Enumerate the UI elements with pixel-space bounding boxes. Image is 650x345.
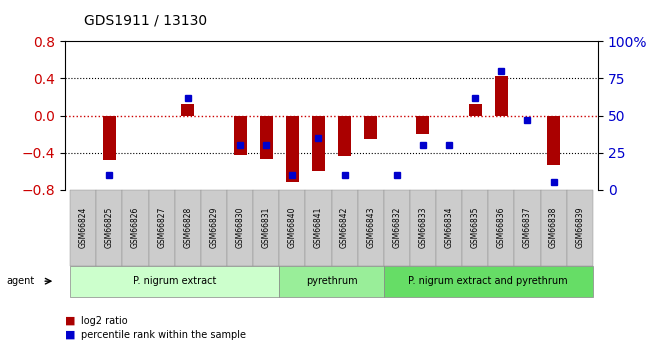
Bar <box>286 116 299 182</box>
Text: GSM66836: GSM66836 <box>497 207 506 248</box>
Text: agent: agent <box>6 276 34 286</box>
Text: GDS1911 / 13130: GDS1911 / 13130 <box>84 14 207 28</box>
Text: GSM66837: GSM66837 <box>523 207 532 248</box>
Bar <box>547 116 560 165</box>
Bar <box>469 104 482 116</box>
Text: P. nigrum extract and pyrethrum: P. nigrum extract and pyrethrum <box>408 276 568 286</box>
Text: GSM66833: GSM66833 <box>419 207 428 248</box>
Bar <box>417 116 430 134</box>
Text: GSM66839: GSM66839 <box>575 207 584 248</box>
Bar <box>103 116 116 160</box>
Text: GSM66830: GSM66830 <box>235 207 244 248</box>
Text: GSM66831: GSM66831 <box>262 207 270 248</box>
Text: GSM66824: GSM66824 <box>79 207 88 248</box>
Bar <box>233 116 246 156</box>
Bar <box>181 105 194 116</box>
Text: GSM66834: GSM66834 <box>445 207 454 248</box>
Text: GSM66840: GSM66840 <box>288 207 297 248</box>
Text: GSM66842: GSM66842 <box>340 207 349 248</box>
Bar <box>259 116 273 159</box>
Text: GSM66826: GSM66826 <box>131 207 140 248</box>
Bar <box>312 116 325 171</box>
Text: GSM66841: GSM66841 <box>314 207 323 248</box>
Text: GSM66843: GSM66843 <box>366 207 375 248</box>
Bar <box>364 116 377 139</box>
Text: GSM66825: GSM66825 <box>105 207 114 248</box>
Text: GSM66829: GSM66829 <box>209 207 218 248</box>
Text: pyrethrum: pyrethrum <box>306 276 358 286</box>
Bar <box>495 76 508 116</box>
Text: GSM66838: GSM66838 <box>549 207 558 248</box>
Bar <box>338 116 351 156</box>
Text: GSM66828: GSM66828 <box>183 207 192 248</box>
Text: GSM66827: GSM66827 <box>157 207 166 248</box>
Text: GSM66832: GSM66832 <box>393 207 401 248</box>
Text: ■: ■ <box>65 330 75 339</box>
Text: ■: ■ <box>65 316 75 326</box>
Text: P. nigrum extract: P. nigrum extract <box>133 276 216 286</box>
Text: log2 ratio: log2 ratio <box>81 316 128 326</box>
Text: GSM66835: GSM66835 <box>471 207 480 248</box>
Text: percentile rank within the sample: percentile rank within the sample <box>81 330 246 339</box>
